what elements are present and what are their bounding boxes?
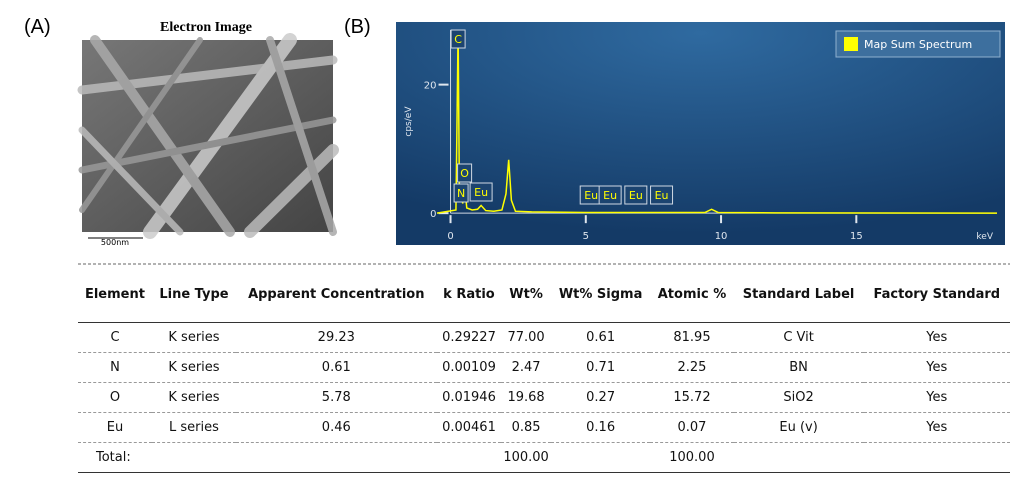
table-cell: 5.78 — [235, 382, 437, 413]
peak-label: Eu — [655, 189, 669, 202]
spectrum: 0 20 0 5 10 15 keV cps/eV Map Sum Spectrum C ON Eu E… — [404, 29, 1001, 242]
table-cell: Yes — [863, 382, 1010, 413]
table-cell: 0.27 — [550, 382, 651, 413]
y-tick-label: 20 — [424, 81, 437, 92]
column-header: Wt% — [501, 266, 551, 323]
column-header: Line Type — [151, 266, 236, 323]
empty-cell — [863, 442, 1010, 473]
empty-cell — [151, 442, 236, 473]
results-table: Element Line Type Apparent Concentration k … — [78, 266, 1010, 473]
table-cell: Eu (v) — [733, 412, 864, 443]
x-tick-label: 15 — [850, 231, 863, 242]
total-wt: 100.00 — [501, 442, 551, 473]
table-cell: 2.25 — [650, 352, 734, 383]
sem-image — [77, 33, 339, 239]
peak-label: C — [454, 33, 462, 46]
x-tick-label: 0 — [447, 231, 453, 242]
panel-label: (B) — [344, 16, 371, 38]
legend-label: Map Sum Spectrum — [864, 38, 972, 51]
table-cell: K series — [151, 352, 236, 383]
table-cell: Yes — [863, 352, 1010, 383]
table-cell: 2.47 — [501, 352, 551, 383]
total-atomic: 100.00 — [650, 442, 734, 473]
table-cell: 81.95 — [650, 322, 734, 353]
table-cell: 0.46 — [235, 412, 437, 443]
peak-label-box — [453, 183, 469, 203]
column-header: Factory Standard — [863, 266, 1010, 323]
table-cell: Yes — [863, 322, 1010, 353]
column-header: Atomic % — [650, 266, 734, 323]
table-cell: K series — [151, 382, 236, 413]
table-cell: 15.72 — [650, 382, 734, 413]
empty-cell — [235, 442, 437, 473]
column-header: k Ratio — [436, 266, 502, 323]
total-label: Total: — [78, 442, 152, 473]
total-row: Total: 100.00 100.00 — [78, 442, 1010, 473]
column-header: Element — [78, 266, 152, 323]
table-cell: 29.23 — [235, 322, 437, 353]
column-header: Wt% Sigma — [550, 266, 651, 323]
table-cell: O — [78, 382, 152, 413]
peak-label-box — [450, 29, 466, 49]
table-cell: 77.00 — [501, 322, 551, 353]
column-header: Standard Label — [733, 266, 864, 323]
y-axis-label: cps/eV — [404, 106, 414, 137]
table-cell: 0.07 — [650, 412, 734, 443]
table-cell: L series — [151, 412, 236, 443]
table-cell: 19.68 — [501, 382, 551, 413]
peak-label-box — [457, 163, 473, 183]
x-unit: keV — [976, 232, 993, 242]
x-tick-label: 10 — [715, 231, 728, 242]
scale-label: 500nm — [101, 238, 129, 247]
empty-cell — [436, 442, 502, 473]
table-cell: BN — [733, 352, 864, 383]
peak-label: Eu — [474, 186, 488, 199]
table-cell: 0.00461 — [436, 412, 502, 443]
table-cell: 0.61 — [550, 322, 651, 353]
x-tick-label: 5 — [583, 231, 589, 242]
peak-label-box — [624, 185, 648, 205]
peak-label: Eu — [603, 189, 617, 202]
peak-label: N — [457, 187, 465, 200]
panel-label: (A) — [24, 16, 51, 38]
empty-cell — [550, 442, 651, 473]
table-cell: 0.71 — [550, 352, 651, 383]
table-cell: Yes — [863, 412, 1010, 443]
table-cell: Eu — [78, 412, 152, 443]
y-tick-label: 0 — [430, 209, 436, 220]
table-cell: C — [78, 322, 152, 353]
column-header: Apparent Concentration — [235, 266, 437, 323]
legend-box — [835, 30, 1001, 58]
image-title: Electron Image — [160, 20, 252, 35]
table-cell: 0.01946 — [436, 382, 502, 413]
table-cell: N — [78, 352, 152, 383]
spectrum-background — [396, 22, 1005, 245]
table-row: Eu L series 0.46 0.00461 0.85 0.16 0.07 Eu (v) Y… — [78, 412, 1010, 443]
legend-swatch — [844, 37, 858, 51]
table-cell: K series — [151, 322, 236, 353]
table-cell: 0.61 — [235, 352, 437, 383]
table-cell: 0.85 — [501, 412, 551, 443]
table-cell: 0.16 — [550, 412, 651, 443]
peak-label-box — [650, 185, 674, 205]
empty-cell — [733, 442, 864, 473]
peak-label: Eu — [629, 189, 643, 202]
peak-label: Eu — [584, 189, 598, 202]
peak-label-box — [598, 185, 622, 205]
peak-label: O — [460, 167, 469, 180]
table-cell: 0.00109 — [436, 352, 502, 383]
table-cell: C Vit — [733, 322, 864, 353]
table-cell: 0.29227 — [436, 322, 502, 353]
table-cell: SiO2 — [733, 382, 864, 413]
peak-label-box — [469, 182, 493, 202]
